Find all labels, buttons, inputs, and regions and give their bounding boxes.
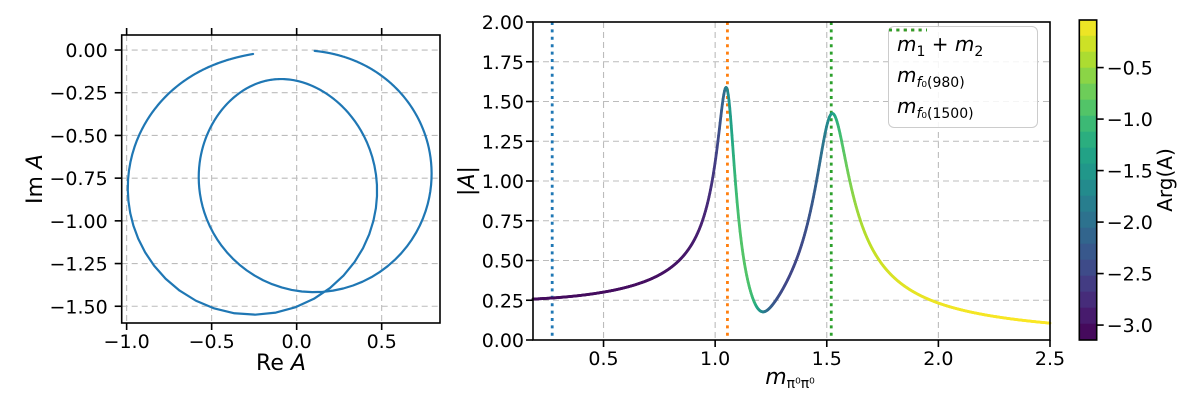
legend-item-0: m1 + m2	[889, 28, 1037, 61]
colorbar-band	[1079, 83, 1097, 101]
magnitude-curve-segment	[735, 192, 739, 204]
magnitude-ylabel: |A|	[455, 166, 480, 196]
x-tick-label: 0.5	[588, 348, 618, 370]
y-tick-label: −0.25	[49, 83, 107, 105]
colorbar-band	[1079, 259, 1097, 277]
colorbar-band	[1079, 243, 1097, 261]
x-tick-label: −0.5	[189, 331, 235, 353]
x-tick-label: 0.5	[367, 331, 397, 353]
x-tick-label: 1.0	[700, 348, 730, 370]
magnitude-curve-segment	[728, 106, 732, 118]
magnitude-curve-segment	[729, 124, 734, 137]
x-tick-label: 1.5	[812, 348, 842, 370]
colorbar-band	[1079, 67, 1097, 85]
magnitude-curve-segment	[729, 114, 733, 127]
x-tick-label: 2.5	[1035, 348, 1065, 370]
argand-subplot: −1.0 −0.5 0.0 0.5 0.00 −0.25 −0.50 −0.75 −1.00 −1…	[49, 28, 441, 353]
y-tick-label: 0.00	[482, 330, 524, 352]
y-tick-label: 0.50	[482, 251, 524, 273]
colorbar: −0.5 −1.0 −1.5 −2.0 −2.5 −3.0	[1078, 19, 1153, 341]
magnitude-curve-segment	[731, 143, 735, 157]
legend-line-sample	[889, 28, 927, 32]
y-tick-label: −1.25	[49, 254, 107, 276]
colorbar-band	[1079, 275, 1097, 293]
magnitude-curve-segment	[730, 133, 735, 147]
axes-frame	[532, 21, 1051, 341]
y-tick-label: 0.75	[482, 211, 524, 233]
colorbar-band	[1079, 323, 1097, 341]
y-tick-label: −0.75	[49, 168, 107, 190]
axis-labels: Re A Im A mπ⁰π⁰ |A| Arg(A)	[23, 148, 1177, 392]
colorbar-frame	[1078, 19, 1098, 341]
magnitude-subplot: 0.5 1.0 1.5 2.0 2.5 0.00 0.25 0.50 0.75 1.00 1.25 1…	[482, 12, 1065, 370]
colorbar-tick-label: −1.5	[1107, 161, 1153, 183]
colorbar-band	[1079, 35, 1097, 53]
magnitude-curve-segment	[734, 183, 738, 196]
colorbar-band	[1079, 227, 1097, 245]
colorbar-band	[1079, 147, 1097, 165]
legend-label: mf₀(980)	[897, 62, 965, 91]
magnitude-curve-segment	[732, 164, 737, 177]
y-tick-label: 0.25	[482, 290, 524, 312]
y-tick-label: −1.50	[49, 296, 107, 318]
colorbar-band	[1079, 179, 1097, 197]
y-tick-label: 2.00	[482, 12, 524, 34]
colorbar-tick-label: −2.5	[1107, 264, 1153, 286]
colorbar-band	[1079, 195, 1097, 213]
colorbar-tick-label: −3.0	[1107, 315, 1153, 337]
x-tick-label: −1.0	[104, 331, 150, 353]
legend: m1 + m2 mf₀(980) mf₀(1500)	[888, 26, 1038, 128]
argand-xlabel: Re A	[256, 351, 306, 376]
legend-label: m1 + m2	[897, 31, 984, 60]
colorbar-band	[1079, 291, 1097, 309]
argand-ylabel: Im A	[23, 154, 48, 204]
legend-item-1: mf₀(980)	[889, 28, 1037, 92]
colorbar-band	[1079, 163, 1097, 181]
colorbar-tick-label: −0.5	[1107, 58, 1153, 80]
colorbar-band	[1079, 131, 1097, 149]
y-tick-label: 1.75	[482, 52, 524, 74]
argand-curve	[126, 49, 433, 316]
colorbar-label: Arg(A)	[1153, 148, 1177, 212]
colorbar-band	[1079, 19, 1097, 37]
colorbar-band	[1079, 99, 1097, 117]
colorbar-tick-label: −1.0	[1107, 109, 1153, 131]
legend-label: mf₀(1500)	[897, 94, 974, 123]
colorbar-band	[1079, 115, 1097, 133]
legend-item-2: mf₀(1500)	[889, 28, 1037, 123]
axes-frame	[120, 34, 441, 324]
colorbar-band	[1079, 211, 1097, 229]
y-tick-label: 1.00	[482, 171, 524, 193]
y-tick-label: 1.25	[482, 131, 524, 153]
y-tick-label: 1.50	[482, 92, 524, 114]
x-tick-label: 0.0	[282, 331, 312, 353]
y-tick-label: 0.00	[65, 40, 107, 62]
y-tick-label: −0.50	[49, 125, 107, 147]
x-tick-label: 2.0	[923, 348, 953, 370]
magnitude-curve-segment	[733, 173, 738, 187]
magnitude-curve-segment	[732, 154, 736, 167]
colorbar-band	[1079, 307, 1097, 325]
colorbar-band	[1079, 51, 1097, 69]
colorbar-tick-label: −2.0	[1107, 212, 1153, 234]
magnitude-xlabel: mπ⁰π⁰	[765, 365, 815, 392]
y-tick-label: −1.00	[49, 211, 107, 233]
